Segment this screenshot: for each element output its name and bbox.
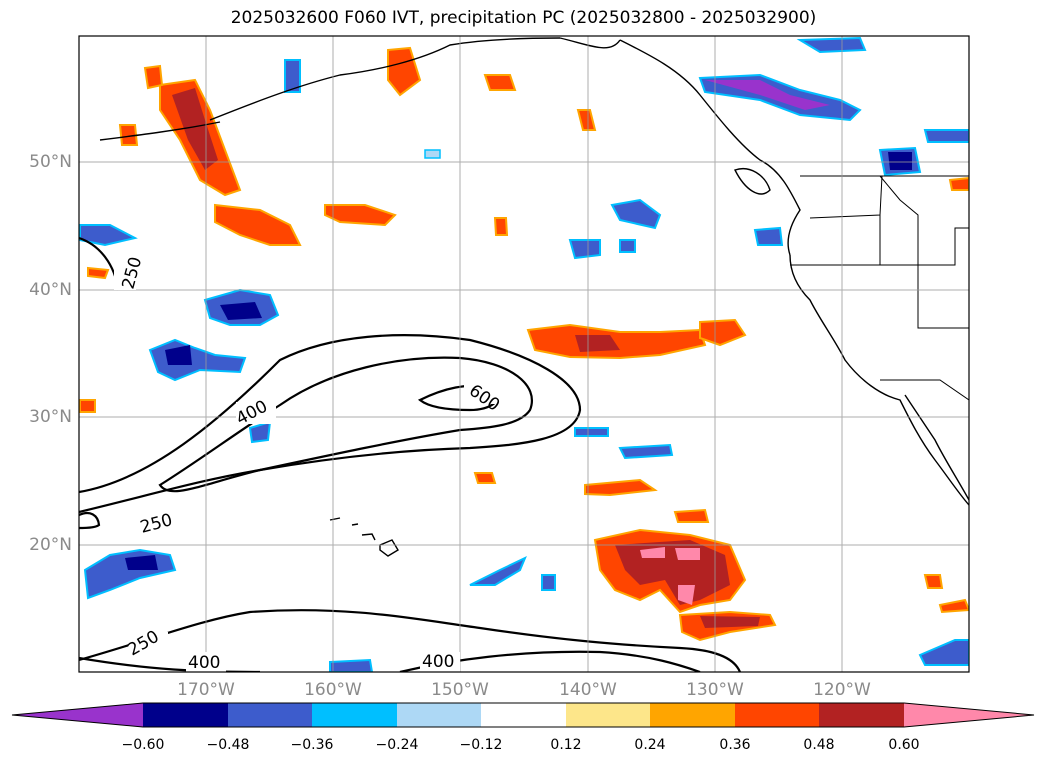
contour-label-400: 400: [188, 653, 220, 673]
precip-positive-layer: [79, 46, 969, 642]
colorbar-swatch: [397, 703, 481, 727]
precip-negative-layer: [79, 36, 969, 672]
coastline-aleutians: [99, 121, 221, 141]
colorbar-outline: [11, 702, 1035, 728]
lat-label-40n: 40°N: [29, 280, 72, 300]
colorbar-extend-min: [12, 703, 143, 727]
lon-label-140w: 140°W: [559, 680, 617, 700]
ivt-contour-400: [158, 356, 533, 493]
precip-blob: [673, 508, 710, 523]
map-background: [79, 36, 969, 672]
coastline-hawaii: [329, 517, 399, 557]
colorbar-tick: −0.12: [459, 737, 503, 753]
lat-label-30n: 30°N: [29, 407, 72, 427]
precip-neg-blob: [568, 239, 601, 260]
precip-neg-blob: [541, 574, 556, 591]
coastlines: [79, 37, 969, 557]
map-frame: [78, 35, 970, 673]
colorbar-tick: 0.24: [634, 737, 666, 753]
precip-neg-blob: [753, 226, 784, 246]
colorbar-swatch: [481, 703, 566, 727]
lat-label-20n: 20°N: [29, 535, 72, 555]
precip-blob-core: [700, 616, 760, 628]
precip-neg-blob: [424, 149, 441, 159]
colorbar-tick: −0.36: [290, 737, 334, 753]
precip-blob: [214, 203, 302, 246]
precip-neg-blob: [329, 658, 374, 672]
lon-label-170w: 170°W: [177, 680, 235, 700]
coastline-gulf-alaska: [559, 37, 621, 49]
precip-blob: [493, 217, 509, 236]
coastline-bc: [619, 39, 801, 256]
gridlines: [79, 36, 969, 672]
border-states-4: [917, 265, 969, 329]
lon-label-150w: 150°W: [431, 680, 489, 700]
precip-blob: [584, 478, 658, 497]
precip-blob: [143, 64, 164, 90]
precip-blob-peak: [640, 547, 700, 605]
precip-blob: [699, 318, 747, 347]
precip-neg-blob: [918, 639, 969, 666]
border-states-2: [790, 227, 969, 266]
contour-label-400: 400: [422, 652, 454, 672]
precip-neg-core: [888, 152, 912, 170]
precip-neg-blob: [618, 443, 674, 460]
border-states-5: [880, 379, 969, 401]
colorbar-tick: 0.60: [888, 737, 920, 753]
precip-blob: [526, 323, 707, 360]
lon-label-120w: 120°W: [813, 680, 871, 700]
coastline-baja: [904, 394, 969, 501]
colorbar-swatch: [566, 703, 650, 727]
precip-blob: [923, 574, 944, 589]
map-title: 2025032600 F060 IVT, precipitation PC (2…: [230, 8, 817, 28]
precip-neg-blob: [574, 427, 609, 437]
colorbar-swatch: [228, 703, 312, 727]
colorbar-tick: 0.48: [803, 737, 835, 753]
precip-blob: [473, 472, 497, 484]
precip-blob: [118, 124, 139, 146]
colorbar-extend-max: [904, 703, 1034, 727]
precip-neg-core: [705, 80, 830, 110]
colorbar-tick: −0.24: [375, 737, 419, 753]
precip-blob: [79, 399, 96, 413]
lon-label-130w: 130°W: [686, 680, 744, 700]
coastline-vancouver-island: [734, 168, 771, 195]
colorbar: [11, 702, 1035, 728]
precip-neg-blob: [284, 59, 301, 93]
precip-neg-blob: [796, 36, 867, 54]
coastline-west-frame: [79, 237, 96, 247]
colorbar-swatch: [819, 703, 904, 727]
precip-blob: [87, 266, 110, 280]
ivt-contour-250-south: [79, 609, 742, 672]
ivt-contour-250-left: [79, 511, 101, 530]
precip-blob: [324, 204, 397, 227]
colorbar-tick: 0.36: [719, 737, 751, 753]
precip-neg-blob: [469, 555, 527, 586]
colorbar-swatch: [735, 703, 819, 727]
political-borders: [790, 175, 969, 401]
precip-blob: [948, 176, 969, 191]
precip-neg-blob: [619, 239, 636, 253]
precip-blob: [938, 598, 969, 614]
precip-neg-blob: [923, 129, 969, 143]
precip-neg-core: [165, 345, 192, 365]
colorbar-swatch: [312, 703, 397, 727]
lon-label-160w: 160°W: [304, 680, 362, 700]
colorbar-swatch: [143, 703, 228, 727]
precip-blob-core: [575, 335, 620, 352]
precip-neg-blob: [610, 198, 662, 230]
coastline-alaska: [209, 37, 561, 121]
colorbar-tick: −0.60: [121, 737, 165, 753]
precip-blob: [576, 109, 597, 131]
colorbar-swatch: [650, 703, 735, 727]
border-states-6: [879, 175, 919, 265]
precip-neg-core: [125, 555, 158, 570]
precip-neg-core: [220, 302, 262, 320]
coastline-us-west: [789, 254, 969, 506]
lat-label-50n: 50°N: [29, 152, 72, 172]
colorbar-tick: 0.12: [550, 737, 582, 753]
colorbar-tick: −0.48: [206, 737, 250, 753]
precip-blob: [483, 74, 517, 91]
